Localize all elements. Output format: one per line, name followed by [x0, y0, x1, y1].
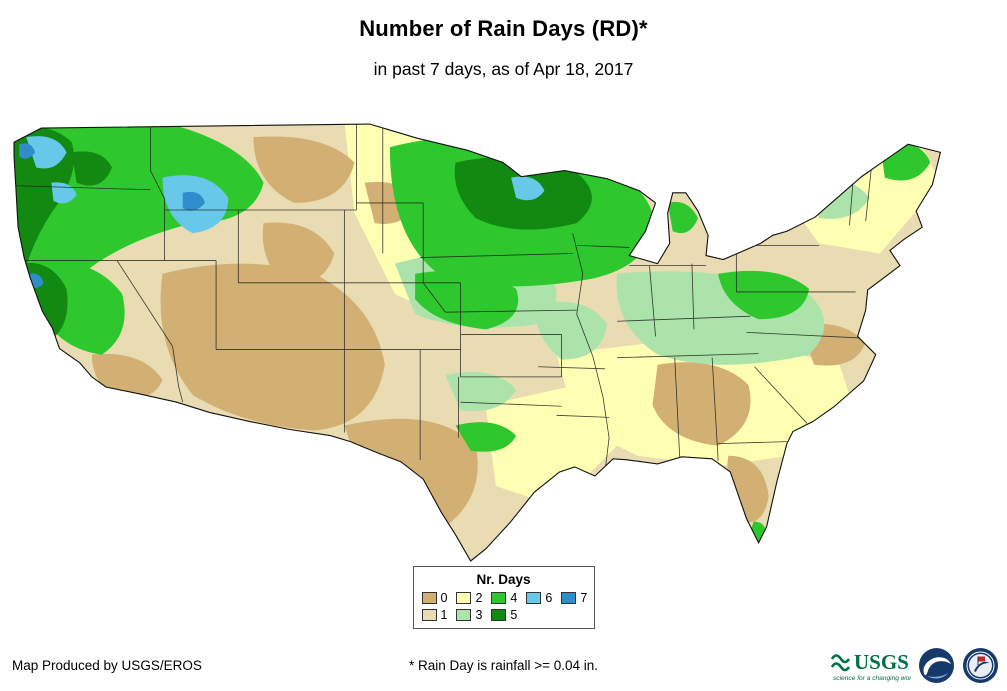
legend-label-1: 1: [440, 608, 448, 622]
legend-row-2: 1 3 5: [421, 608, 586, 622]
legend-item-6: 6: [526, 591, 552, 605]
legend-swatch-5: [491, 609, 507, 621]
legend-swatch-1: [421, 609, 437, 621]
legend-item-4: 4: [491, 591, 517, 605]
legend-item-3: 3: [456, 608, 482, 622]
legend-swatch-4: [491, 592, 507, 604]
state-borders: [16, 124, 873, 473]
legend-item-2: 2: [456, 591, 482, 605]
legend-item-7: 7: [561, 591, 587, 605]
usgs-wordmark: USGS: [854, 650, 909, 674]
page-title: Number of Rain Days (RD)*: [359, 16, 648, 41]
legend-item-0: 0: [421, 591, 448, 605]
legend-label-2: 2: [475, 591, 483, 605]
legend-title: Nr. Days: [476, 572, 531, 587]
footer-credit: Map Produced by USGS/EROS: [12, 658, 202, 673]
legend: Nr. Days 0 2 4 6 7 1 3 5: [412, 566, 595, 629]
usgs-tagline: science for a changing world: [833, 675, 911, 682]
legend-row-1: 0 2 4 6 7: [421, 591, 587, 605]
legend-swatch-3: [456, 609, 472, 621]
legend-swatch-6: [526, 592, 542, 604]
footer-note: * Rain Day is rainfall >= 0.04 in.: [408, 658, 599, 673]
us-map-container: [11, 122, 996, 562]
legend-label-4: 4: [510, 591, 518, 605]
legend-label-5: 5: [510, 608, 518, 622]
legend-label-7: 7: [580, 591, 588, 605]
legend-swatch-7: [561, 592, 577, 604]
logo-strip: USGS science for a changing world: [829, 646, 999, 684]
legend-swatch-0: [421, 592, 437, 604]
nws-logo: [963, 647, 998, 683]
legend-label-6: 6: [545, 591, 553, 605]
page-subtitle: in past 7 days, as of Apr 18, 2017: [373, 59, 634, 79]
legend-item-1: 1: [421, 608, 448, 622]
legend-swatch-2: [456, 592, 472, 604]
legend-item-5: 5: [491, 608, 517, 622]
us-outline-stroke: [13, 123, 942, 562]
rain-day-regions: [14, 124, 941, 544]
legend-label-3: 3: [475, 608, 483, 622]
legend-label-0: 0: [440, 591, 448, 605]
noaa-logo: [919, 647, 954, 683]
us-rain-days-map: [13, 123, 942, 562]
usgs-logo: USGS science for a changing world: [830, 650, 911, 682]
